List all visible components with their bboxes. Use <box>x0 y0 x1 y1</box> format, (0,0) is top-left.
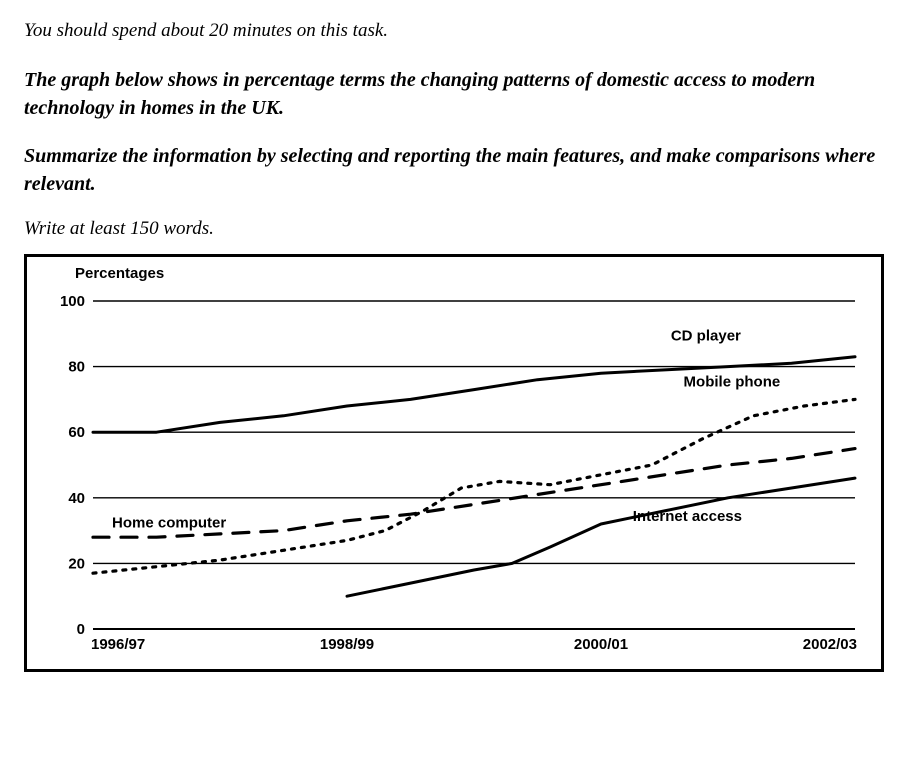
svg-text:CD player: CD player <box>671 327 741 344</box>
svg-text:Home computer: Home computer <box>112 514 226 531</box>
svg-text:2000/01: 2000/01 <box>574 636 628 653</box>
y-axis-title: Percentages <box>75 265 164 282</box>
task-prompt-2: Summarize the information by selecting a… <box>24 142 887 198</box>
svg-text:100: 100 <box>60 293 85 310</box>
page: You should spend about 20 minutes on thi… <box>0 0 911 696</box>
word-instruction: Write at least 150 words. <box>24 218 887 240</box>
svg-text:Internet access: Internet access <box>633 507 742 524</box>
line-chart: 0 20 40 60 80 100 1996/97 1998/99 2000/01 2002/03… <box>45 271 865 659</box>
svg-text:40: 40 <box>68 489 85 506</box>
svg-text:20: 20 <box>68 555 85 572</box>
svg-text:1996/97: 1996/97 <box>91 636 145 653</box>
svg-text:1998/99: 1998/99 <box>320 636 374 653</box>
svg-text:80: 80 <box>68 358 85 375</box>
chart-container: Percentages 0 20 40 60 80 100 1996/97 1998/99 20… <box>24 254 884 672</box>
time-instruction: You should spend about 20 minutes on thi… <box>24 18 887 44</box>
svg-text:60: 60 <box>68 424 85 441</box>
task-prompt-1: The graph below shows in percentage term… <box>24 66 887 122</box>
svg-text:2002/03: 2002/03 <box>803 636 857 653</box>
svg-text:Mobile phone: Mobile phone <box>684 373 781 390</box>
svg-text:0: 0 <box>77 621 85 638</box>
